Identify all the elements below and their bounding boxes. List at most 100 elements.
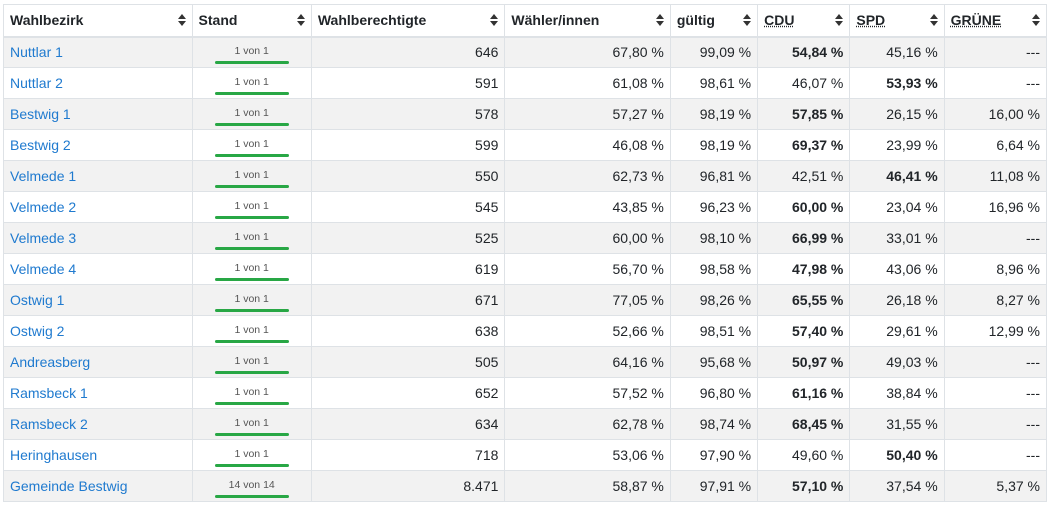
valid-cell: 98,61 % [670,68,757,99]
cdu-cell: 49,60 % [758,440,850,471]
stand-cell: 1 von 1 [192,347,311,378]
spd-cell: 23,04 % [850,192,944,223]
valid-cell: 98,19 % [670,130,757,161]
progress-indicator: 14 von 14 [215,479,289,498]
turnout-cell: 58,87 % [505,471,670,502]
district-link[interactable]: Ostwig 1 [10,292,64,308]
sort-icon [178,14,186,28]
district-link[interactable]: Heringhausen [10,447,97,463]
progress-bar [215,464,289,467]
table-row: Ramsbeck 21 von 1 634 62,78 % 98,74 % 68,45 … [4,409,1047,440]
eligible-voters-cell: 591 [311,68,505,99]
valid-cell: 98,58 % [670,254,757,285]
table-row: Ramsbeck 1 1 von 1 652 57,52 % 96,80 % 61,16 … [4,378,1047,409]
progress-indicator: 1 von 1 [215,448,289,467]
progress-label: 1 von 1 [215,138,289,150]
progress-label: 1 von 1 [215,324,289,336]
district-cell: Velmede 1 [4,161,193,192]
district-cell: Gemeinde Bestwig [4,471,193,502]
results-table: Wahlbezirk Stand Wahlberechtigte Wähler/… [3,4,1047,502]
table-row: Ostwig 21 von 1 638 52,66 % 98,51 % 57,40 % 2… [4,316,1047,347]
district-cell: Nuttlar 1 [4,37,193,68]
valid-cell: 98,19 % [670,99,757,130]
eligible-voters-cell: 505 [311,347,505,378]
turnout-cell: 56,70 % [505,254,670,285]
district-link[interactable]: Velmede 1 [10,168,76,184]
district-link[interactable]: Velmede 2 [10,199,76,215]
column-header-wahlbezirk[interactable]: Wahlbezirk [4,5,193,37]
cdu-cell: 57,10 % [758,471,850,502]
column-header-label: gültig [677,12,715,28]
progress-bar [215,495,289,498]
valid-cell: 98,74 % [670,409,757,440]
spd-cell: 49,03 % [850,347,944,378]
stand-cell: 1 von 1 [192,161,311,192]
table-row: Nuttlar 11 von 1 646 67,80 % 99,09 % 54,84 %… [4,37,1047,68]
district-link[interactable]: Ramsbeck 1 [10,385,88,401]
progress-label: 1 von 1 [215,76,289,88]
progress-label: 1 von 1 [215,386,289,398]
column-header-label: GRÜNE [951,12,1002,28]
eligible-voters-cell: 525 [311,223,505,254]
district-link[interactable]: Velmede 3 [10,230,76,246]
gruene-cell: 11,08 % [944,161,1046,192]
progress-indicator: 1 von 1 [215,76,289,95]
progress-bar [215,185,289,188]
gruene-cell: 8,27 % [944,285,1046,316]
column-header-gueltig[interactable]: gültig [670,5,757,37]
cdu-cell: 50,97 % [758,347,850,378]
stand-cell: 1 von 1 [192,130,311,161]
column-header-label: Wahlbezirk [10,12,83,28]
spd-cell: 26,15 % [850,99,944,130]
column-header-cdu[interactable]: CDU [758,5,850,37]
gruene-cell: 16,96 % [944,192,1046,223]
eligible-voters-cell: 619 [311,254,505,285]
column-header-wahlberechtigte[interactable]: Wahlberechtigte [311,5,505,37]
column-header-gruene[interactable]: GRÜNE [944,5,1046,37]
district-link[interactable]: Bestwig 1 [10,106,71,122]
spd-cell: 33,01 % [850,223,944,254]
progress-bar [215,340,289,343]
district-link[interactable]: Bestwig 2 [10,137,71,153]
sort-icon [1032,14,1040,28]
spd-cell: 26,18 % [850,285,944,316]
cdu-cell: 47,98 % [758,254,850,285]
eligible-voters-cell: 671 [311,285,505,316]
column-header-spd[interactable]: SPD [850,5,944,37]
turnout-cell: 43,85 % [505,192,670,223]
column-header-stand[interactable]: Stand [192,5,311,37]
stand-cell: 1 von 1 [192,223,311,254]
district-link[interactable]: Ramsbeck 2 [10,416,88,432]
progress-bar [215,433,289,436]
gruene-cell: 12,99 % [944,316,1046,347]
district-cell: Heringhausen [4,440,193,471]
progress-indicator: 1 von 1 [215,417,289,436]
column-header-label: CDU [764,12,794,28]
progress-indicator: 1 von 1 [215,107,289,126]
progress-indicator: 1 von 1 [215,45,289,64]
turnout-cell: 53,06 % [505,440,670,471]
turnout-cell: 52,66 % [505,316,670,347]
eligible-voters-cell: 550 [311,161,505,192]
district-link[interactable]: Nuttlar 1 [10,44,63,60]
turnout-cell: 61,08 % [505,68,670,99]
progress-label: 1 von 1 [215,448,289,460]
district-link[interactable]: Nuttlar 2 [10,75,63,91]
table-row: Gemeinde Bestwig 14 von 14 8.471 58,87 % 97,… [4,471,1047,502]
progress-indicator: 1 von 1 [215,293,289,312]
gruene-cell: --- [944,378,1046,409]
column-header-waehler[interactable]: Wähler/innen [505,5,670,37]
district-link[interactable]: Gemeinde Bestwig [10,478,128,494]
gruene-cell: 6,64 % [944,130,1046,161]
district-link[interactable]: Velmede 4 [10,261,76,277]
district-link[interactable]: Ostwig 2 [10,323,64,339]
district-cell: Nuttlar 2 [4,68,193,99]
gruene-cell: --- [944,347,1046,378]
gruene-cell: --- [944,223,1046,254]
table-row: Nuttlar 21 von 1 591 61,08 % 98,61 % 46,07 %… [4,68,1047,99]
turnout-cell: 67,80 % [505,37,670,68]
district-link[interactable]: Andreasberg [10,354,90,370]
stand-cell: 1 von 1 [192,37,311,68]
sort-icon [656,14,664,28]
stand-cell: 1 von 1 [192,68,311,99]
